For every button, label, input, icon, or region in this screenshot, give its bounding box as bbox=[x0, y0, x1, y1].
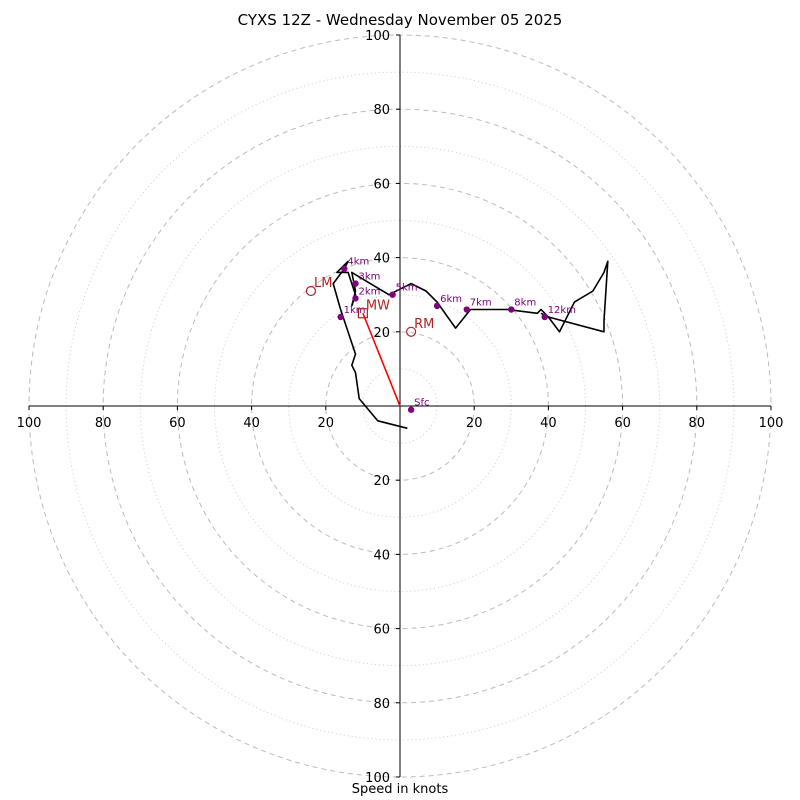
height-label-3km: 3km bbox=[358, 272, 380, 283]
x-tick-label: 20 bbox=[318, 416, 335, 431]
motion-marker-rm bbox=[406, 326, 417, 337]
x-tick-label: 40 bbox=[540, 416, 557, 431]
hodograph-line-0 bbox=[332, 260, 609, 430]
x-tick-label: 60 bbox=[614, 416, 631, 431]
height-marker-sfc bbox=[407, 406, 415, 413]
height-label-1km: 1km bbox=[344, 305, 366, 316]
x-tick-label: 100 bbox=[759, 416, 784, 431]
height-label-8km: 8km bbox=[514, 298, 536, 309]
height-label-2km: 2km bbox=[358, 286, 380, 297]
y-tick-label: 80 bbox=[373, 697, 390, 712]
x-tick-label: 20 bbox=[466, 416, 483, 431]
y-tick-label: 60 bbox=[373, 623, 390, 638]
x-tick-label: 60 bbox=[169, 416, 186, 431]
motion-marker-mw bbox=[357, 308, 368, 319]
height-label-7km: 7km bbox=[470, 298, 492, 309]
y-tick-label: 40 bbox=[373, 252, 390, 267]
height-marker-12km bbox=[541, 313, 548, 321]
height-label-12km: 12km bbox=[548, 305, 576, 316]
y-tick-label: 80 bbox=[373, 103, 390, 118]
height-markers: Sfc 1km 2km 3km 4km 5km 6km 7km 8km 12km bbox=[337, 257, 576, 413]
height-marker-6km bbox=[433, 302, 441, 310]
y-tick-label: 20 bbox=[373, 474, 390, 489]
y-tick-label: 60 bbox=[373, 177, 390, 192]
motion-label-mw: MW bbox=[366, 298, 390, 313]
y-tick-label: 20 bbox=[373, 326, 390, 341]
storm-motion-markers: LM MW RM bbox=[305, 276, 434, 337]
height-marker-4km bbox=[341, 265, 348, 272]
chart-title: CYXS 12Z - Wednesday November 05 2025 bbox=[237, 11, 563, 29]
mean-wind-vector-group bbox=[362, 312, 401, 407]
x-axis-label: Speed in knots bbox=[351, 782, 449, 797]
height-label-6km: 6km bbox=[440, 294, 462, 305]
height-label-4km: 4km bbox=[347, 257, 369, 268]
y-tick-label: 100 bbox=[365, 771, 390, 786]
height-marker-3km bbox=[352, 280, 359, 287]
height-label-sfc: Sfc bbox=[414, 398, 429, 409]
motion-marker-lm bbox=[305, 285, 317, 297]
x-tick-label: 80 bbox=[95, 416, 112, 431]
height-marker-8km bbox=[508, 306, 515, 313]
height-label-5km: 5km bbox=[396, 283, 418, 294]
mean-wind-vector bbox=[362, 312, 401, 407]
tick-labels: 100 100 80 80 60 60 40 40 20 20 20 20 40 40 60 60 80 80 10… bbox=[17, 29, 784, 786]
motion-label-rm: RM bbox=[414, 317, 434, 332]
height-marker-5km bbox=[389, 291, 396, 298]
x-tick-label: 100 bbox=[17, 416, 42, 431]
motion-label-lm: LM bbox=[314, 276, 332, 291]
x-tick-label: 80 bbox=[689, 416, 706, 431]
x-tick-label: 40 bbox=[243, 416, 260, 431]
hodograph-trace-group bbox=[332, 260, 609, 430]
y-tick-label: 100 bbox=[365, 29, 390, 44]
height-marker-7km bbox=[463, 306, 470, 313]
height-marker-1km bbox=[337, 313, 344, 321]
height-marker-2km bbox=[352, 295, 359, 302]
y-tick-label: 40 bbox=[373, 548, 390, 563]
